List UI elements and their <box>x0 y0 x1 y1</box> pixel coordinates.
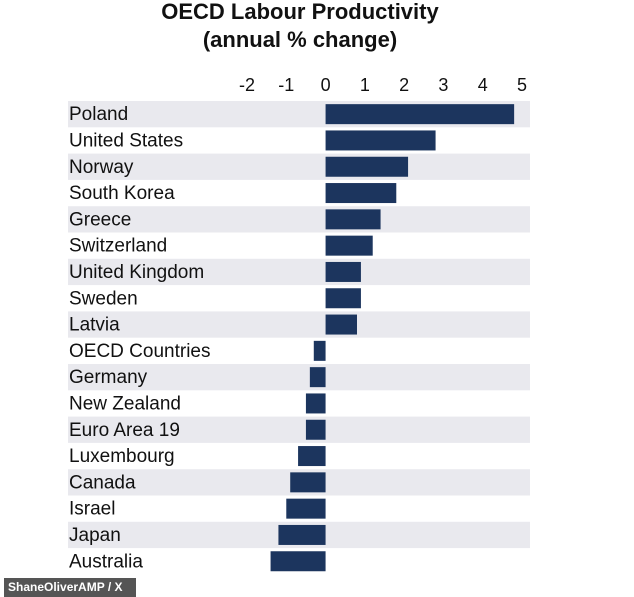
y-tick-label: Norway <box>69 157 134 178</box>
y-tick-label: Latvia <box>69 315 120 336</box>
bar <box>286 498 326 519</box>
y-tick-label: Australia <box>69 551 143 572</box>
y-tick-label: United States <box>69 130 183 151</box>
bar <box>325 209 381 230</box>
source-badge <box>4 578 136 597</box>
bar <box>325 183 397 204</box>
bar <box>325 235 373 256</box>
bar <box>270 551 326 572</box>
x-tick-label: -2 <box>239 75 255 95</box>
y-tick-label: Euro Area 19 <box>69 420 180 441</box>
y-tick-label: Luxembourg <box>69 446 175 467</box>
x-tick-label: 4 <box>478 75 488 95</box>
y-tick-label: Israel <box>69 499 115 520</box>
chart-subtitle: (annual % change) <box>203 27 397 52</box>
y-tick-label: Sweden <box>69 288 138 309</box>
y-tick-label: OECD Countries <box>69 341 211 362</box>
x-tick-label: 1 <box>360 75 370 95</box>
row-band <box>68 153 530 180</box>
bar <box>290 472 326 493</box>
x-tick-label: 2 <box>399 75 409 95</box>
y-tick-label: Greece <box>69 209 131 230</box>
x-tick-label: 5 <box>517 75 527 95</box>
row-band <box>68 364 530 391</box>
x-tick-label: 3 <box>438 75 448 95</box>
bar <box>278 524 326 545</box>
bar <box>325 261 361 282</box>
x-tick-label: 0 <box>321 75 331 95</box>
y-tick-label: New Zealand <box>69 393 181 414</box>
x-tick-label: -1 <box>278 75 294 95</box>
row-band <box>68 311 530 338</box>
bar <box>325 156 409 177</box>
bar <box>325 288 361 309</box>
bar <box>305 419 326 440</box>
row-band <box>68 416 530 443</box>
y-tick-label: South Korea <box>69 183 175 204</box>
bar <box>325 314 357 335</box>
source: ShaneOliverAMP / X <box>8 580 123 594</box>
bar <box>305 393 326 414</box>
row-band <box>68 258 530 286</box>
y-tick-label: United Kingdom <box>69 262 204 283</box>
bar <box>309 367 326 388</box>
y-tick-label: Germany <box>69 367 148 388</box>
y-tick-label: Canada <box>69 472 136 493</box>
chart-title: OECD Labour Productivity <box>161 0 439 24</box>
bar <box>313 340 326 361</box>
y-tick-label: Switzerland <box>69 236 167 257</box>
row-band <box>68 206 530 233</box>
y-tick-label: Poland <box>69 104 128 125</box>
bar <box>298 446 326 467</box>
y-tick-label: Japan <box>69 525 121 546</box>
bar <box>325 104 515 125</box>
bar <box>325 130 436 151</box>
